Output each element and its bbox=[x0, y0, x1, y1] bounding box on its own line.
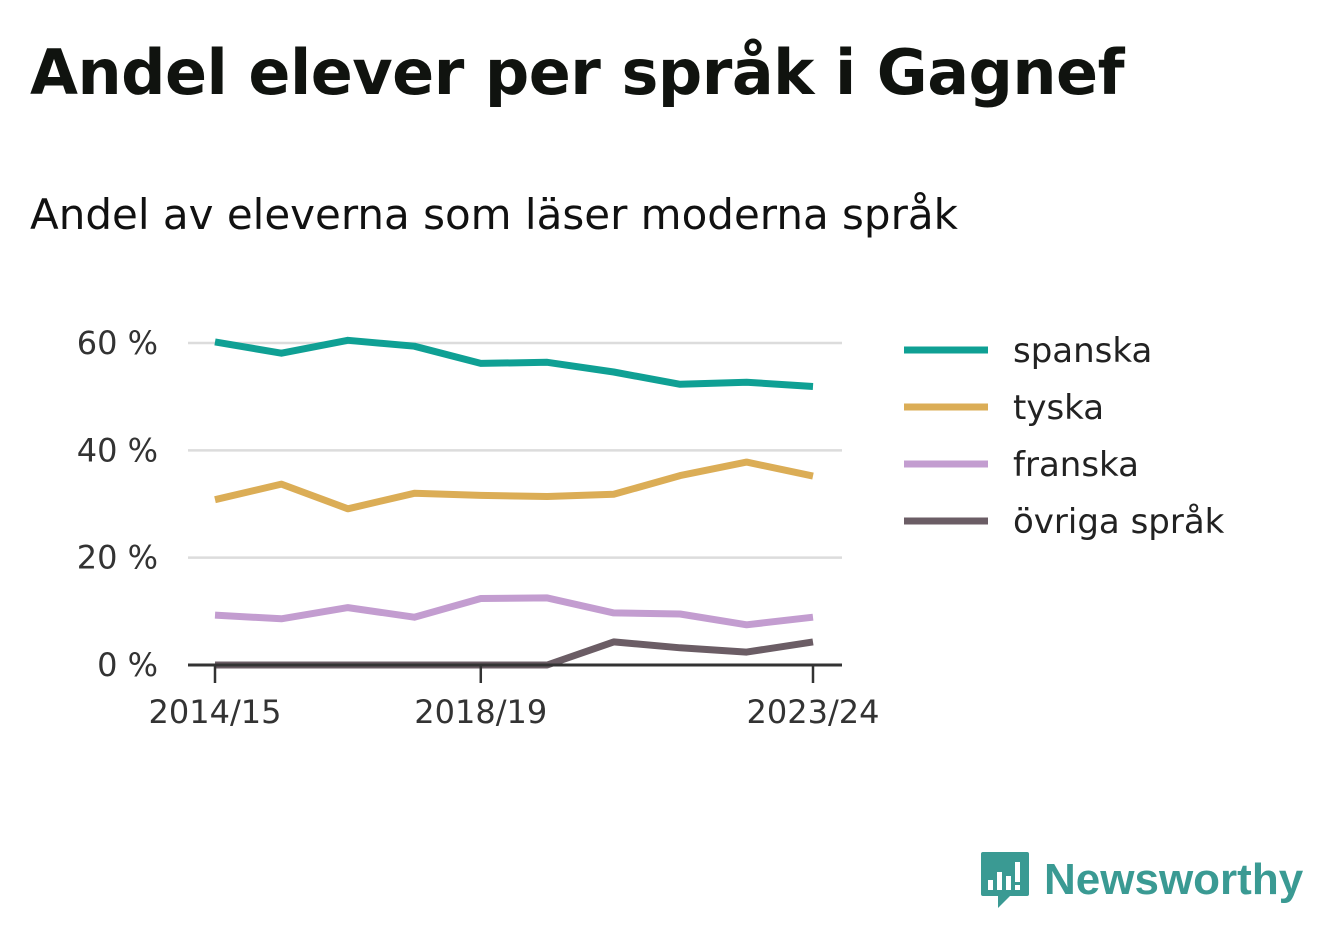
x-axis bbox=[188, 663, 842, 683]
x-axis-tick-labels: 2014/15 2018/19 2023/24 bbox=[149, 693, 880, 731]
legend-label: franska bbox=[1013, 445, 1139, 485]
legend-label: tyska bbox=[1013, 388, 1104, 428]
x-tick-label: 2023/24 bbox=[747, 693, 880, 731]
series-line-franska bbox=[214, 594, 814, 629]
gridlines bbox=[188, 341, 842, 559]
chart-title: Andel elever per språk i Gagnef bbox=[30, 36, 1125, 109]
y-tick-label: 0 % bbox=[97, 646, 158, 684]
series-line-spanska bbox=[214, 336, 814, 390]
chart-subtitle: Andel av eleverna som läser moderna språ… bbox=[30, 190, 958, 239]
series-line-tyska bbox=[214, 458, 814, 513]
newsworthy-logo-icon bbox=[981, 852, 1029, 908]
y-tick-label: 60 % bbox=[77, 324, 158, 362]
legend-label: övriga språk bbox=[1013, 502, 1225, 542]
x-tick-label: 2018/19 bbox=[414, 693, 547, 731]
legend: spanska tyska franska övriga språk bbox=[904, 331, 1225, 542]
brand-logo: Newsworthy bbox=[980, 850, 1303, 910]
y-tick-label: 40 % bbox=[77, 431, 158, 469]
brand-name: Newsworthy bbox=[1044, 855, 1304, 904]
series-lines bbox=[214, 336, 814, 669]
series-line-övriga-språk bbox=[215, 638, 814, 669]
y-tick-label: 20 % bbox=[77, 539, 158, 577]
y-axis-tick-labels: 0 % 20 % 40 % 60 % bbox=[77, 324, 158, 684]
x-tick-label: 2014/15 bbox=[149, 693, 282, 731]
legend-label: spanska bbox=[1013, 331, 1152, 371]
